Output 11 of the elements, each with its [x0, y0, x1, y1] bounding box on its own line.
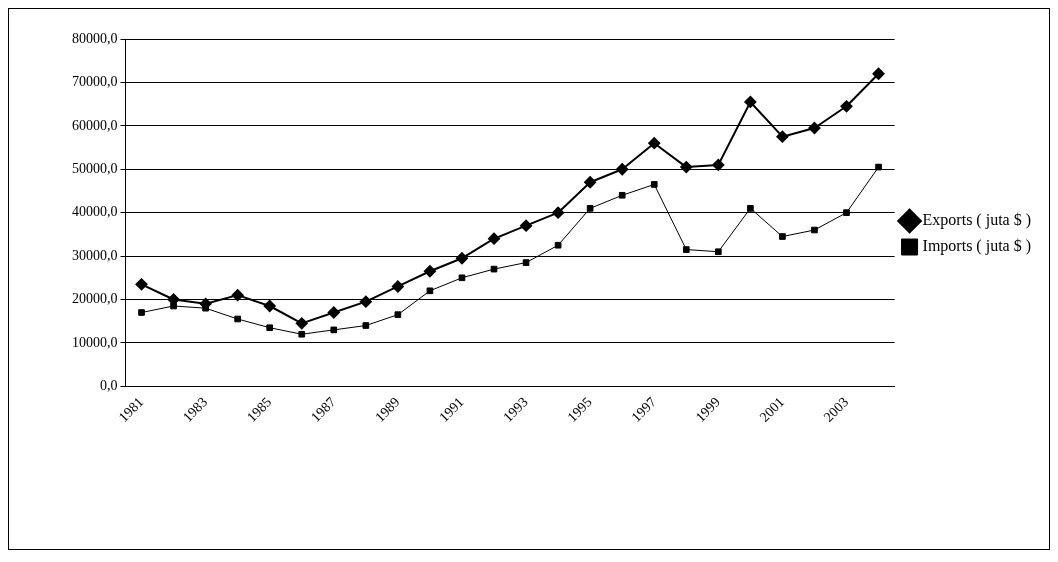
y-tick-label: 0,0: [100, 377, 118, 393]
y-tick-label: 70000,0: [72, 74, 118, 90]
y-tick-label: 80000,0: [72, 30, 118, 46]
y-tick-label: 40000,0: [72, 204, 118, 220]
y-tick-label: 30000,0: [72, 247, 118, 263]
y-tick-label: 20000,0: [72, 291, 118, 307]
y-tick-label: 10000,0: [72, 334, 118, 350]
legend-label: Imports ( juta $ ): [922, 237, 1031, 256]
y-tick-label: 50000,0: [72, 160, 118, 176]
y-tick-label: 60000,0: [72, 117, 118, 133]
legend-label: Exports ( juta $ ): [922, 211, 1031, 230]
